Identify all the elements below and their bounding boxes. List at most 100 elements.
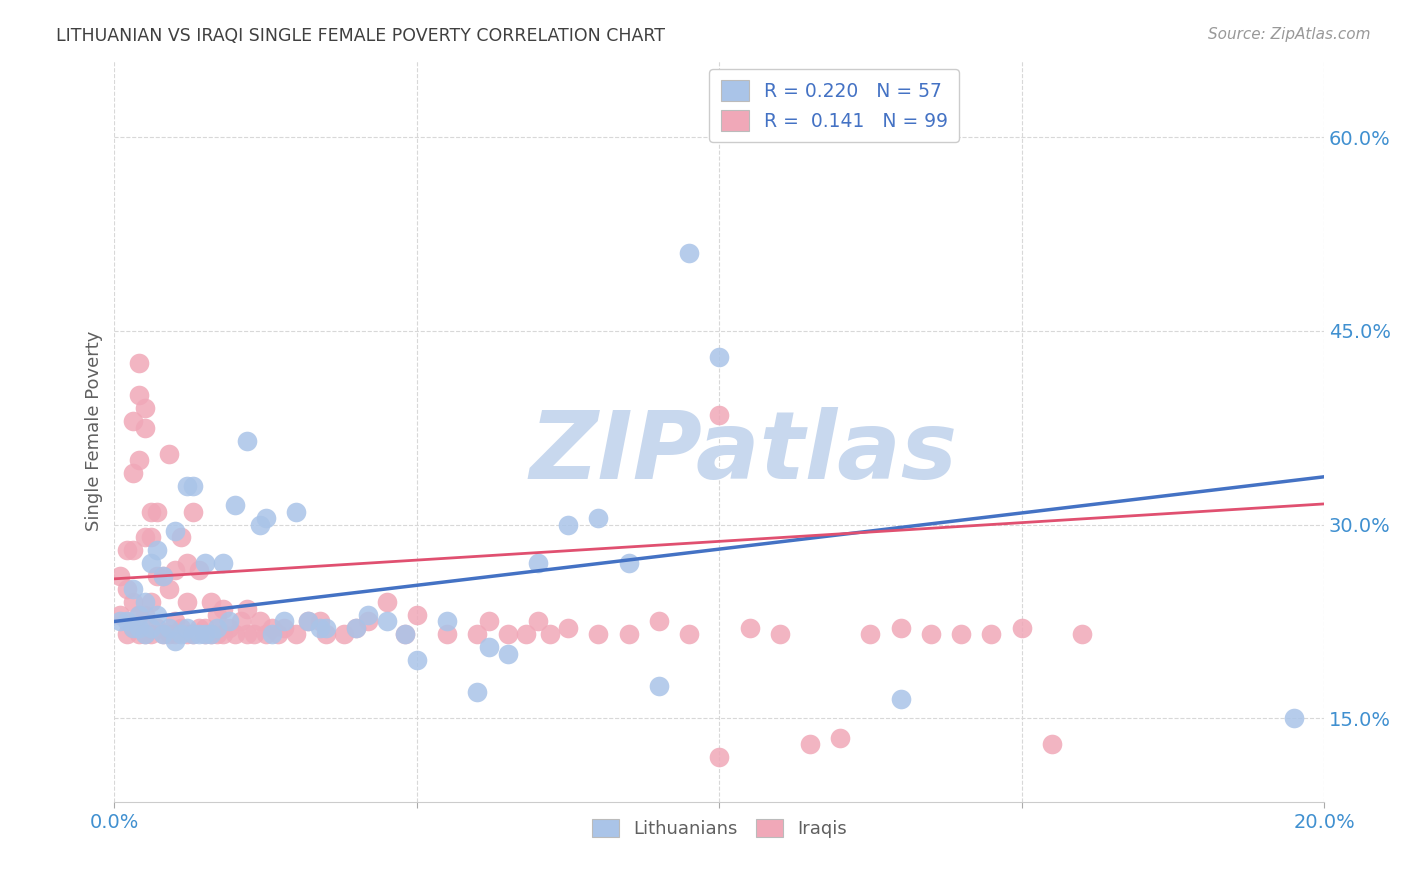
Point: [436, 615, 458, 629]
Point: [1282, 711, 1305, 725]
Point: [157, 446, 180, 460]
Point: [181, 479, 204, 493]
Point: [538, 627, 561, 641]
Point: [709, 350, 731, 364]
Point: [176, 595, 198, 609]
Point: [145, 543, 167, 558]
Point: [799, 737, 821, 751]
Point: [284, 627, 307, 641]
Point: [139, 505, 162, 519]
Point: [465, 685, 488, 699]
Point: [212, 601, 235, 615]
Point: [769, 627, 792, 641]
Point: [176, 557, 198, 571]
Point: [134, 531, 156, 545]
Point: [557, 621, 579, 635]
Point: [249, 517, 271, 532]
Point: [128, 621, 150, 635]
Point: [394, 627, 416, 641]
Point: [128, 607, 150, 622]
Point: [134, 607, 156, 622]
Point: [527, 557, 550, 571]
Text: ZIPatlas: ZIPatlas: [530, 408, 957, 500]
Point: [297, 615, 319, 629]
Point: [496, 627, 519, 641]
Point: [157, 627, 180, 641]
Point: [163, 563, 186, 577]
Legend: Lithuanians, Iraqis: Lithuanians, Iraqis: [585, 812, 853, 846]
Point: [224, 498, 246, 512]
Point: [145, 569, 167, 583]
Point: [236, 601, 259, 615]
Point: [678, 246, 700, 260]
Point: [181, 627, 204, 641]
Point: [163, 633, 186, 648]
Point: [218, 615, 240, 629]
Point: [920, 627, 942, 641]
Point: [152, 569, 174, 583]
Point: [128, 356, 150, 370]
Point: [200, 627, 222, 641]
Point: [176, 479, 198, 493]
Point: [224, 627, 246, 641]
Point: [212, 557, 235, 571]
Point: [207, 607, 229, 622]
Point: [115, 582, 138, 596]
Point: [709, 750, 731, 764]
Point: [284, 505, 307, 519]
Point: [163, 615, 186, 629]
Point: [152, 627, 174, 641]
Point: [357, 615, 380, 629]
Point: [181, 505, 204, 519]
Point: [1011, 621, 1033, 635]
Point: [315, 621, 337, 635]
Point: [194, 621, 217, 635]
Point: [139, 557, 162, 571]
Point: [134, 401, 156, 416]
Point: [188, 621, 211, 635]
Point: [152, 569, 174, 583]
Point: [170, 531, 193, 545]
Point: [375, 615, 398, 629]
Point: [128, 627, 150, 641]
Point: [115, 543, 138, 558]
Point: [200, 595, 222, 609]
Point: [115, 615, 138, 629]
Point: [236, 627, 259, 641]
Point: [194, 627, 217, 641]
Point: [134, 420, 156, 434]
Point: [980, 627, 1002, 641]
Point: [830, 731, 852, 745]
Point: [648, 615, 671, 629]
Point: [617, 557, 640, 571]
Point: [1071, 627, 1094, 641]
Point: [170, 621, 193, 635]
Point: [648, 679, 671, 693]
Point: [273, 621, 295, 635]
Point: [194, 627, 217, 641]
Point: [139, 621, 162, 635]
Point: [249, 615, 271, 629]
Point: [678, 627, 700, 641]
Point: [145, 607, 167, 622]
Point: [176, 627, 198, 641]
Point: [357, 607, 380, 622]
Point: [527, 615, 550, 629]
Point: [309, 621, 332, 635]
Point: [890, 692, 912, 706]
Point: [110, 569, 132, 583]
Point: [267, 627, 290, 641]
Point: [139, 595, 162, 609]
Point: [436, 627, 458, 641]
Point: [394, 627, 416, 641]
Point: [254, 511, 277, 525]
Point: [207, 621, 229, 635]
Text: LITHUANIAN VS IRAQI SINGLE FEMALE POVERTY CORRELATION CHART: LITHUANIAN VS IRAQI SINGLE FEMALE POVERT…: [56, 27, 665, 45]
Point: [218, 621, 240, 635]
Point: [110, 615, 132, 629]
Point: [557, 517, 579, 532]
Point: [121, 595, 143, 609]
Point: [110, 607, 132, 622]
Point: [260, 621, 283, 635]
Point: [145, 505, 167, 519]
